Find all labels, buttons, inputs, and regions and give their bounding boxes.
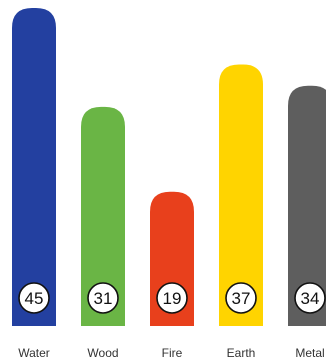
bar-metal	[288, 85, 326, 326]
value-badge-wood	[87, 282, 119, 314]
value-label-water: 45	[25, 289, 44, 308]
value-label-wood: 31	[94, 289, 113, 308]
value-labels-group: 45 31 19 37 34	[18, 282, 326, 314]
category-label-water: Water	[18, 346, 50, 360]
value-label-metal: 34	[301, 289, 320, 308]
value-badge-metal	[294, 282, 326, 314]
value-badge-water	[18, 282, 50, 314]
bar-water	[12, 8, 56, 326]
value-badge-fire	[156, 282, 188, 314]
bars-group	[12, 8, 326, 327]
value-label-fire: 19	[163, 289, 182, 308]
category-labels-group: Water Wood Fire Earth Metal	[18, 346, 324, 360]
value-badge-earth	[225, 282, 257, 314]
value-label-earth: 37	[232, 289, 251, 308]
bar-earth	[219, 64, 263, 327]
category-label-wood: Wood	[87, 346, 118, 360]
category-label-metal: Metal	[295, 346, 324, 360]
bar-wood	[81, 106, 125, 326]
category-label-earth: Earth	[227, 346, 256, 360]
category-label-fire: Fire	[162, 346, 183, 360]
